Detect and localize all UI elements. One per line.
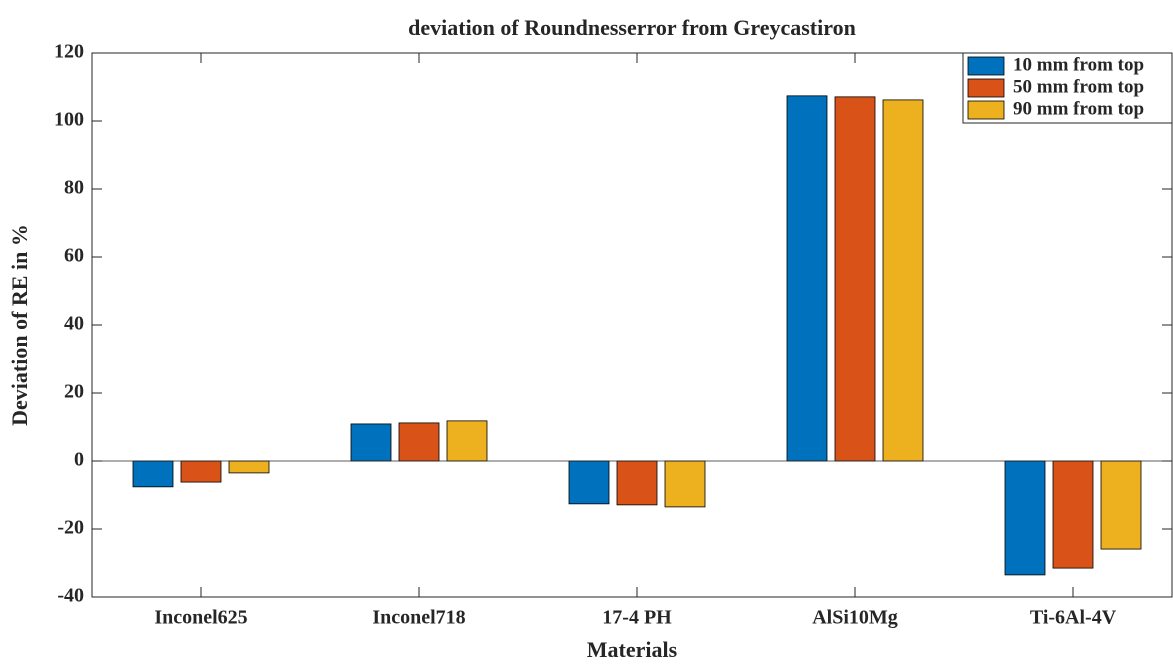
bar xyxy=(664,460,706,508)
bar xyxy=(132,460,174,488)
y-axis-label: Deviation of RE in % xyxy=(7,224,32,426)
y-tick-label: 60 xyxy=(64,245,84,267)
legend-label: 50 mm from top xyxy=(1013,76,1144,97)
y-tick-label: 120 xyxy=(54,41,84,63)
bar xyxy=(834,96,876,462)
bar xyxy=(1004,460,1046,576)
y-tick-label: 20 xyxy=(64,381,84,403)
x-tick-label: Inconel718 xyxy=(372,607,465,629)
y-tick-label: -40 xyxy=(57,585,84,607)
y-tick-label: 80 xyxy=(64,177,84,199)
y-tick-label: 100 xyxy=(54,109,84,131)
y-tick-label: 0 xyxy=(74,449,84,471)
bar xyxy=(446,420,488,462)
x-tick-label: AlSi10Mg xyxy=(812,607,898,629)
legend-swatch xyxy=(967,56,1005,76)
y-tick-label: 40 xyxy=(64,313,84,335)
x-tick-label: Inconel625 xyxy=(154,607,247,629)
y-tick-label: -20 xyxy=(57,517,84,539)
bar xyxy=(568,460,610,505)
bar xyxy=(616,460,658,506)
chart-title: deviation of Roundnesserror from Greycas… xyxy=(408,15,856,40)
x-axis-label: Materials xyxy=(587,637,678,662)
legend-label: 10 mm from top xyxy=(1013,54,1144,75)
bar xyxy=(1052,460,1094,569)
bar xyxy=(228,460,270,474)
legend-swatch xyxy=(967,100,1005,120)
legend-swatch xyxy=(967,78,1005,98)
bar xyxy=(786,95,828,462)
bar xyxy=(180,460,222,483)
bar xyxy=(398,422,440,462)
x-tick-label: 17-4 PH xyxy=(602,607,672,629)
legend-label: 90 mm from top xyxy=(1013,98,1144,119)
x-tick-label: Ti-6Al-4V xyxy=(1030,607,1117,629)
bar xyxy=(1100,460,1142,550)
bar xyxy=(882,99,924,462)
bar xyxy=(350,423,392,462)
